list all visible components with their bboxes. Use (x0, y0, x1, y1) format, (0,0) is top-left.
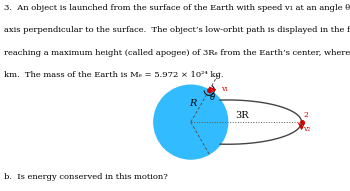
Text: 3R: 3R (235, 111, 249, 120)
Text: reaching a maximum height (called apogee) of 3Rₑ from the Earth’s center, where : reaching a maximum height (called apogee… (4, 49, 350, 57)
Text: R: R (189, 99, 196, 108)
Text: 3.  An object is launched from the surface of the Earth with speed v₁ at an angl: 3. An object is launched from the surfac… (4, 4, 350, 12)
Text: v₁: v₁ (220, 85, 228, 93)
Text: v₂: v₂ (303, 125, 311, 133)
Text: km.  The mass of the Earth is Mₑ = 5.972 × 10²⁴ kg.: km. The mass of the Earth is Mₑ = 5.972 … (4, 71, 223, 79)
Text: axis perpendicular to the surface.  The object’s low-orbit path is displayed in : axis perpendicular to the surface. The o… (4, 26, 350, 34)
Circle shape (154, 85, 228, 159)
Text: b.  Is energy conserved in this motion?: b. Is energy conserved in this motion? (4, 173, 167, 181)
Text: θ: θ (210, 92, 215, 101)
Text: 2: 2 (303, 111, 308, 119)
